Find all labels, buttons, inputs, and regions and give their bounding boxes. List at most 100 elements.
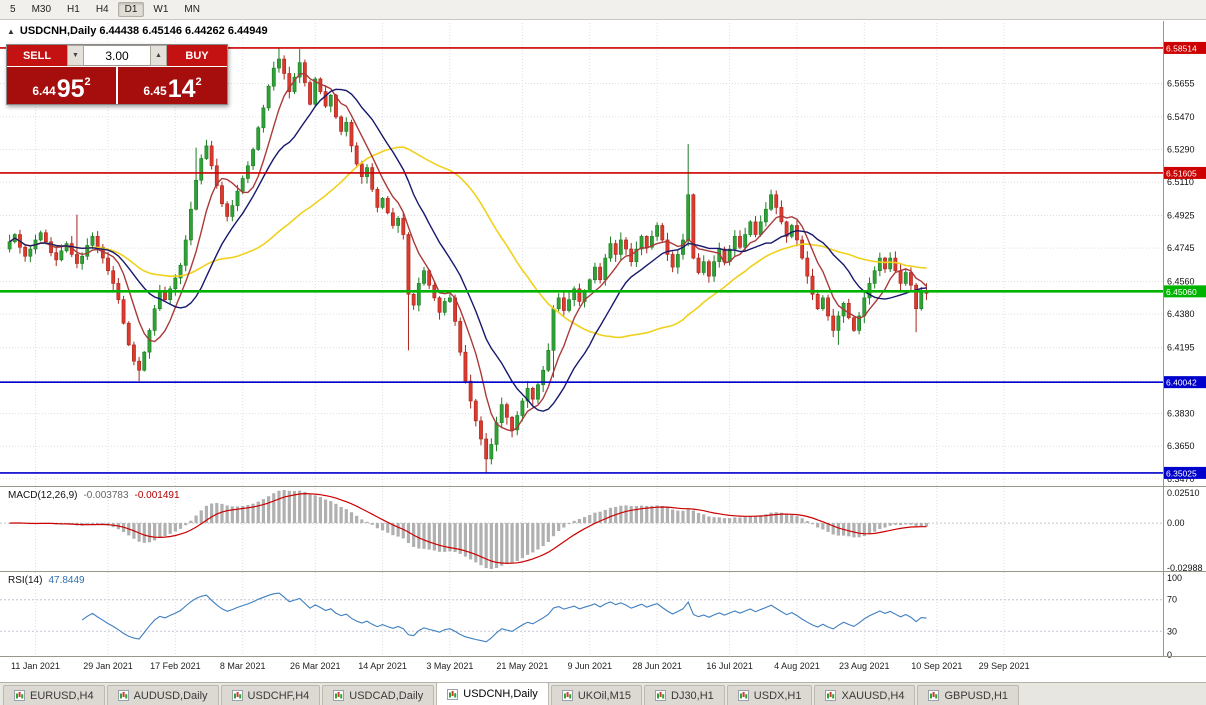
chart-tab-icon [655, 690, 666, 701]
sell-button[interactable]: SELL [7, 45, 67, 66]
macd-value-signal: -0.001491 [134, 490, 180, 501]
ask-price-button[interactable]: 6.45 14 2 [118, 67, 227, 104]
one-click-trading-panel: SELL ▼ ▲ BUY 6.44 95 2 6.45 14 [6, 44, 228, 105]
svg-text:0.00: 0.00 [1167, 518, 1185, 528]
chart-tab-icon [14, 690, 25, 701]
svg-text:28 Jun 2021: 28 Jun 2021 [632, 661, 682, 671]
timeframe-button-h1[interactable]: H1 [67, 4, 80, 15]
buy-button[interactable]: BUY [167, 45, 227, 66]
chart-tab-label: USDCNH,Daily [463, 688, 538, 700]
timeframe-button-w1[interactable]: W1 [153, 4, 169, 15]
chart-tab-icon [333, 690, 345, 701]
svg-text:11 Jan 2021: 11 Jan 2021 [11, 661, 60, 671]
svg-text:6.4925: 6.4925 [1167, 211, 1195, 221]
svg-text:6.5655: 6.5655 [1167, 78, 1195, 88]
svg-text:21 May 2021: 21 May 2021 [496, 661, 548, 671]
svg-text:6.35025: 6.35025 [1166, 468, 1197, 478]
timeframe-button-mn[interactable]: MN [184, 4, 200, 15]
lot-increase-button[interactable]: ▲ [150, 45, 167, 66]
chart-tab-audusd-daily[interactable]: AUDUSD,Daily [106, 685, 219, 705]
svg-text:100: 100 [1167, 573, 1182, 583]
timeframe-toolbar: 5 M30 H1 H4 D1 W1 MN [0, 0, 1206, 20]
chart-tab-icon [447, 688, 459, 700]
svg-text:9 Jun 2021: 9 Jun 2021 [567, 661, 612, 671]
rsi-indicator-label: RSI(14) 47.8449 [8, 575, 85, 586]
svg-text:30: 30 [1167, 626, 1177, 636]
bid-price-prefix: 6.44 [32, 84, 56, 98]
chevron-up-icon: ▲ [155, 52, 162, 59]
svg-text:10 Sep 2021: 10 Sep 2021 [911, 661, 962, 671]
svg-text:17 Feb 2021: 17 Feb 2021 [150, 661, 201, 671]
svg-text:6.5470: 6.5470 [1167, 112, 1195, 122]
svg-text:6.5110: 6.5110 [1167, 177, 1194, 187]
svg-text:6.3830: 6.3830 [1167, 409, 1195, 419]
macd-name: MACD(12,26,9) [8, 490, 78, 501]
chart-tab-icon [231, 690, 243, 701]
svg-text:6.45060: 6.45060 [1166, 287, 1197, 297]
svg-text:16 Jul 2021: 16 Jul 2021 [706, 661, 753, 671]
chart-tab-usdcad-daily[interactable]: USDCAD,Daily [322, 685, 435, 705]
svg-text:3 May 2021: 3 May 2021 [426, 661, 473, 671]
svg-text:0.02510: 0.02510 [1167, 488, 1200, 498]
chart-tab-label: USDCHF,H4 [247, 689, 310, 702]
svg-text:6.51605: 6.51605 [1166, 168, 1197, 178]
svg-text:8 Mar 2021: 8 Mar 2021 [220, 661, 266, 671]
chart-tab-icon [928, 690, 940, 701]
chart-tab-eurusd-h4[interactable]: EURUSD,H4 [3, 685, 105, 705]
macd-indicator-label: MACD(12,26,9) -0.003783 -0.001491 [8, 490, 180, 501]
chart-tab-ukoil-m15[interactable]: UKOil,M15 [550, 685, 642, 705]
chart-tabs-bar: EURUSD,H4 AUDUSD,Daily USDCHF,H4 USDCAD,Dai… [0, 682, 1206, 705]
chart-area[interactable]: ▲ USDCNH,Daily 6.44438 6.45146 6.44262 6… [0, 21, 1206, 682]
rsi-value: 47.8449 [48, 575, 85, 586]
rsi-name: RSI(14) [8, 575, 43, 586]
chart-tab-label: AUDUSD,Daily [133, 689, 208, 702]
chart-tab-gbpusd-h1[interactable]: GBPUSD,H1 [917, 685, 1020, 705]
svg-text:0: 0 [1167, 650, 1172, 660]
chart-tab-usdchf-h4[interactable]: USDCHF,H4 [220, 685, 321, 705]
chart-tab-dj30-h1[interactable]: DJ30,H1 [644, 685, 725, 705]
svg-text:6.58514: 6.58514 [1166, 43, 1197, 53]
svg-text:6.5290: 6.5290 [1167, 145, 1195, 155]
quote-header-text: USDCNH,Daily 6.44438 6.45146 6.44262 6.4… [19, 25, 268, 37]
svg-text:6.4745: 6.4745 [1167, 243, 1195, 253]
chart-tab-icon [825, 690, 837, 701]
lot-size-input[interactable] [84, 45, 150, 66]
svg-text:14 Apr 2021: 14 Apr 2021 [358, 661, 407, 671]
svg-text:70: 70 [1167, 595, 1177, 605]
chart-tab-label: DJ30,H1 [671, 689, 714, 702]
svg-text:6.4380: 6.4380 [1167, 309, 1195, 319]
chart-tab-label: EURUSD,H4 [30, 689, 94, 702]
price-chart-canvas[interactable]: 6.5655 6.5470 6.5290 6.5110 6.4925 6.4745 6.45… [0, 21, 1206, 682]
chart-tab-icon [117, 690, 129, 701]
ask-price-big-digits: 14 [167, 75, 196, 103]
chart-tab-xauusd-h4[interactable]: XAUUSD,H4 [814, 685, 916, 705]
chart-tab-label: XAUUSD,H4 [841, 689, 905, 702]
svg-text:6.4560: 6.4560 [1167, 277, 1195, 287]
chart-quote-header: ▲ USDCNH,Daily 6.44438 6.45146 6.44262 6… [7, 25, 268, 37]
timeframe-button-m30[interactable]: M30 [31, 4, 52, 15]
chart-tab-label: USDX,H1 [753, 689, 802, 702]
lot-decrease-button[interactable]: ▼ [67, 45, 84, 66]
ask-price-prefix: 6.45 [143, 84, 167, 98]
svg-text:6.3650: 6.3650 [1167, 441, 1195, 451]
timeframe-button-d1[interactable]: D1 [117, 2, 145, 17]
timeframe-button-h4[interactable]: H4 [95, 4, 109, 15]
chart-tab-usdx-h1[interactable]: USDX,H1 [726, 685, 813, 705]
timeframe-button-5[interactable]: 5 [10, 4, 16, 15]
svg-text:29 Sep 2021: 29 Sep 2021 [979, 661, 1030, 671]
svg-text:29 Jan 2021: 29 Jan 2021 [83, 661, 133, 671]
bid-price-button[interactable]: 6.44 95 2 [7, 67, 116, 104]
svg-text:23 Aug 2021: 23 Aug 2021 [839, 661, 890, 671]
svg-text:6.4195: 6.4195 [1167, 343, 1195, 353]
chart-tab-usdcnh-daily[interactable]: USDCNH,Daily [436, 682, 549, 705]
bid-price-pip-digit: 2 [84, 76, 91, 88]
chart-tab-label: GBPUSD,H1 [944, 689, 1009, 702]
collapse-triangle-icon[interactable]: ▲ [7, 26, 15, 36]
chevron-down-icon: ▼ [72, 52, 79, 59]
svg-text:-0.02988: -0.02988 [1167, 563, 1203, 573]
bid-price-big-digits: 95 [56, 75, 85, 103]
svg-text:4 Aug 2021: 4 Aug 2021 [774, 661, 820, 671]
macd-value-main: -0.003783 [83, 490, 129, 501]
chart-tab-icon [737, 690, 749, 701]
